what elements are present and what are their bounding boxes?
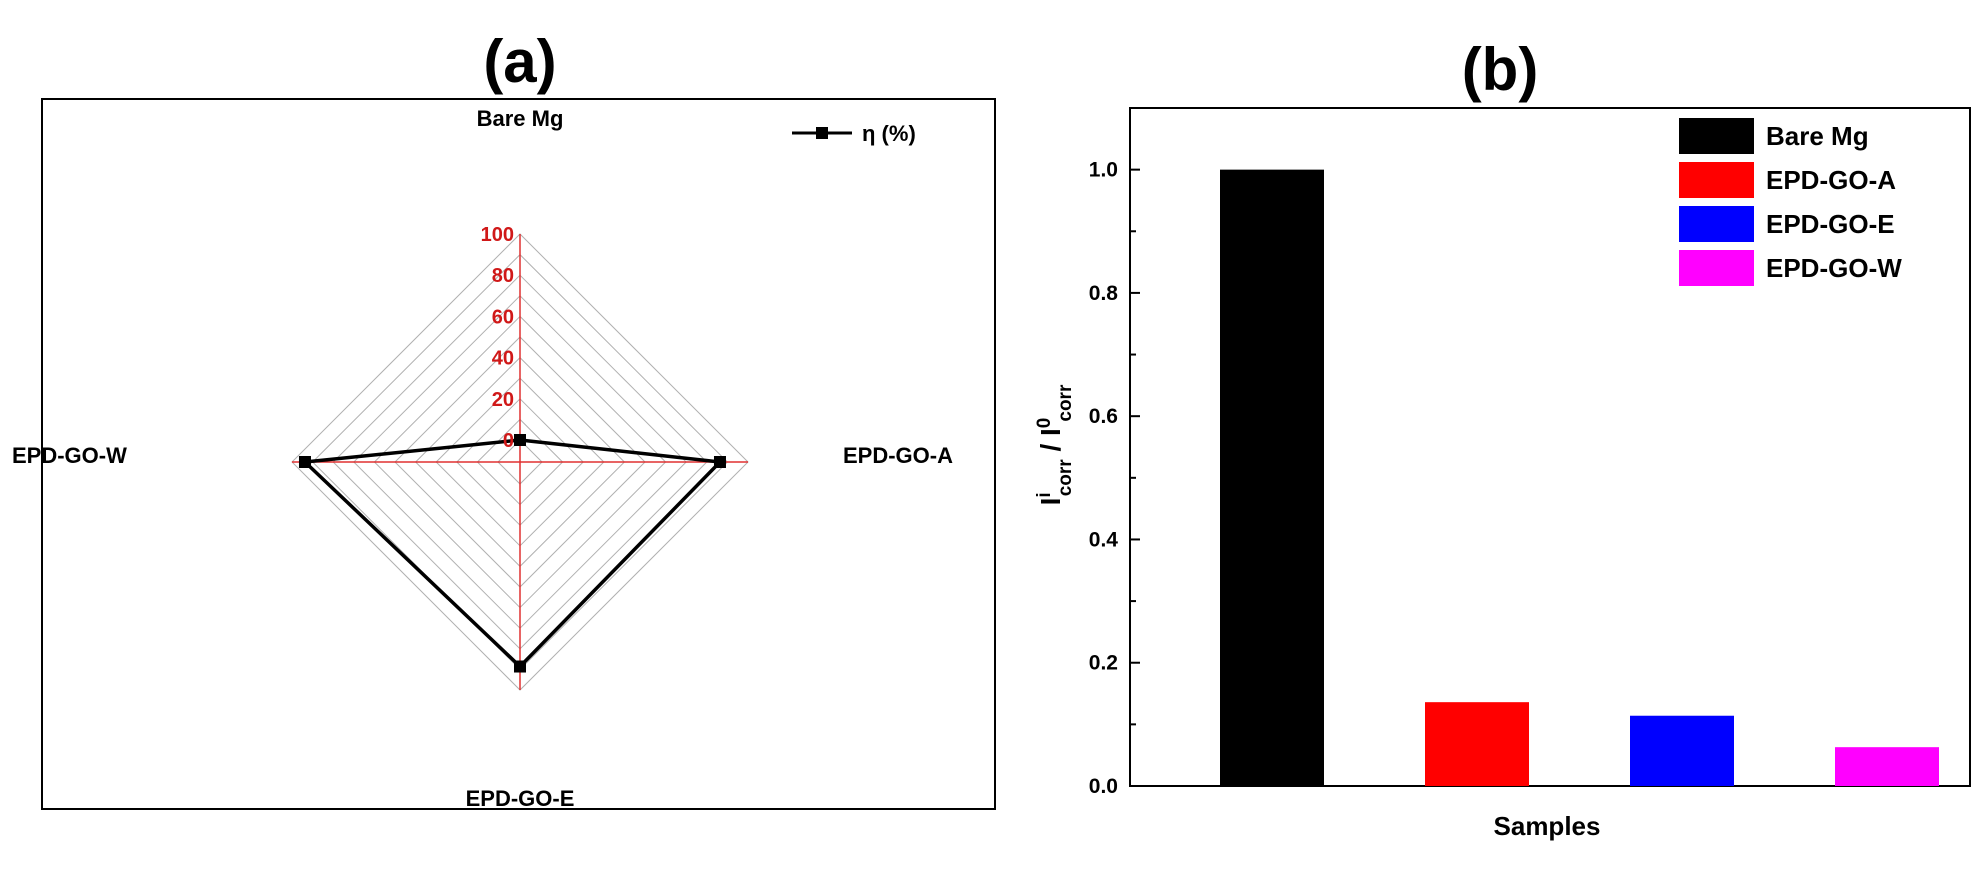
radar-r-tick-label: 20 — [492, 389, 514, 411]
bar-legend-swatch — [1679, 250, 1754, 286]
panel-label-a: (a) — [483, 28, 556, 95]
bar-y-tick-label: 0.8 — [1089, 282, 1119, 305]
radar-r-tick-label: 0 — [503, 430, 514, 452]
bar-y-tick-label: 0.2 — [1089, 652, 1118, 675]
radar-series — [298, 434, 726, 673]
bar-bars — [1220, 169, 1939, 787]
bar-legend-swatch — [1679, 162, 1754, 198]
radar-axis-label-epd-go-a: EPD-GO-A — [843, 443, 953, 468]
bar-0 — [1220, 169, 1324, 787]
radar-axis-lines — [292, 234, 748, 690]
radar-data-point — [713, 456, 726, 468]
bar-y-tick-label: 0.0 — [1089, 775, 1118, 798]
radar-axis-label-epd-go-w: EPD-GO-W — [12, 443, 127, 468]
bar-3 — [1835, 747, 1939, 786]
ylabel-sup1: i — [1034, 492, 1055, 497]
bar-legend: Bare Mg EPD-GO-A EPD-GO-E EPD-GO-W — [1679, 118, 1902, 286]
radar-axis-label-bare-mg: Bare Mg — [477, 106, 564, 131]
ylabel-sub1: corr — [1055, 459, 1076, 497]
radar-tick-labels: 0 20 40 60 80 100 — [481, 224, 514, 452]
ylabel-base2: I — [1035, 428, 1066, 436]
bar-legend-label: EPD-GO-W — [1766, 253, 1902, 283]
ylabel-base1: I — [1035, 498, 1066, 506]
ylabel-sub2: corr — [1055, 384, 1076, 422]
bar-1 — [1425, 702, 1529, 786]
bar-y-axis: 0.0 0.2 0.4 0.6 0.8 1.0 — [1089, 159, 1140, 798]
bar-legend-swatch — [1679, 206, 1754, 242]
radar-r-tick-label: 60 — [492, 306, 514, 328]
bar-2 — [1630, 715, 1734, 786]
radar-legend-marker — [816, 127, 828, 139]
radar-legend-label: η (%) — [862, 121, 916, 146]
bar-legend-label: Bare Mg — [1766, 121, 1869, 151]
bar-x-axis-title: Samples — [1494, 811, 1601, 841]
bar-legend-label: EPD-GO-E — [1766, 209, 1895, 239]
bar-panel: (b) 0.0 0.2 0.4 0.6 0.8 1.0 Samples Iicorr / … — [1034, 36, 1971, 841]
radar-data-point — [298, 456, 311, 468]
ylabel-sup2: 0 — [1034, 418, 1055, 429]
bar-y-tick-label: 0.6 — [1089, 405, 1118, 428]
panel-label-b: (b) — [1462, 36, 1539, 103]
radar-legend: η (%) — [792, 121, 916, 146]
radar-r-tick-label: 80 — [492, 265, 514, 287]
radar-data-point — [514, 434, 526, 446]
bar-y-axis-title: Iicorr / I0corr — [1034, 384, 1076, 505]
radar-panel: (a) 0 20 40 60 80 100 Bare Mg EPD-GO-A EPD-GO… — [12, 28, 996, 811]
bar-legend-swatch — [1679, 118, 1754, 154]
ylabel-sep: / — [1035, 436, 1066, 459]
radar-frame — [41, 98, 996, 810]
bar-y-tick-label: 1.0 — [1089, 159, 1118, 182]
radar-axis-label-epd-go-e: EPD-GO-E — [466, 786, 575, 811]
radar-r-tick-label: 40 — [492, 348, 514, 370]
bar-y-tick-label: 0.4 — [1089, 528, 1119, 551]
radar-data-point — [514, 660, 526, 673]
bar-legend-label: EPD-GO-A — [1766, 165, 1896, 195]
radar-r-tick-label: 100 — [481, 224, 514, 246]
